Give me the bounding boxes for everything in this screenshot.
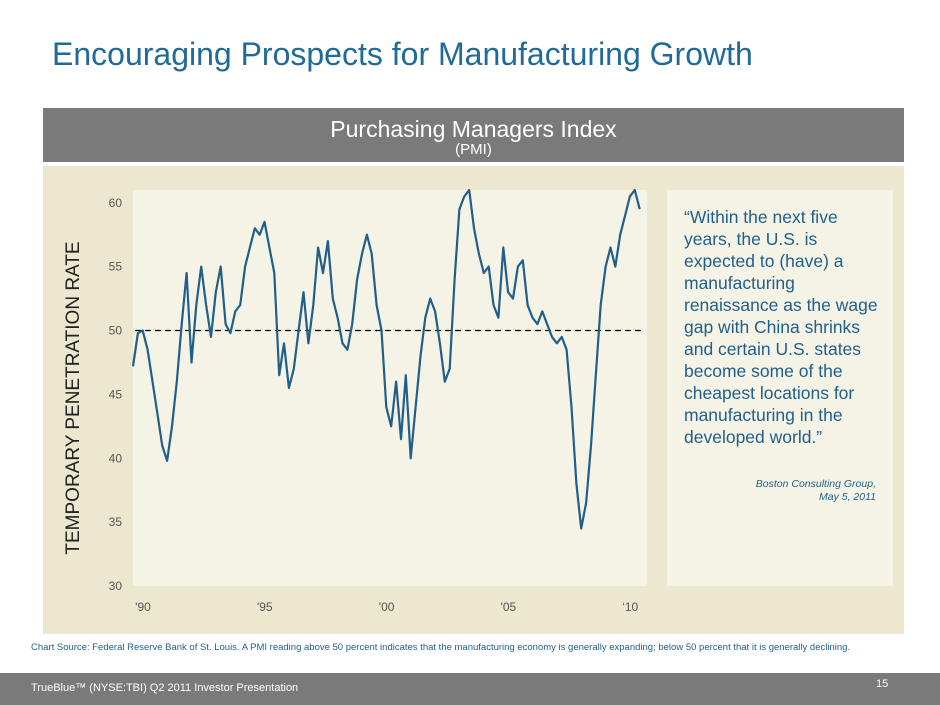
- x-tick-label: ‘10: [622, 600, 638, 614]
- y-tick-label: 30: [109, 579, 123, 593]
- slide-title: Encouraging Prospects for Manufacturing …: [52, 36, 753, 72]
- plot-area: [133, 190, 647, 586]
- footer-text: TrueBlue™ (NYSE:TBI) Q2 2011 Investor Pr…: [31, 682, 299, 694]
- chart-title: Purchasing Managers Index: [330, 116, 617, 142]
- quote-source: Boston Consulting Group, May 5, 2011: [740, 478, 876, 504]
- x-tick-label: '05: [501, 600, 517, 614]
- y-tick-label: 45: [109, 387, 123, 401]
- quote-source-line2: May 5, 2011: [818, 491, 876, 503]
- y-tick-label: 60: [109, 196, 123, 210]
- quote-source-line1: Boston Consulting Group,: [755, 478, 876, 490]
- y-tick-label: 50: [109, 324, 123, 338]
- y-tick-label: 55: [109, 260, 123, 274]
- page-number: 15: [876, 678, 889, 690]
- chart-subtitle: (PMI): [455, 141, 492, 158]
- chart-source-footnote: Chart Source: Federal Reserve Bank of St…: [31, 642, 851, 653]
- x-tick-label: '90: [135, 600, 151, 614]
- footer-band: TrueBlue™ (NYSE:TBI) Q2 2011 Investor Pr…: [0, 673, 940, 705]
- quote-box: [667, 190, 893, 586]
- chart-header-band: Purchasing Managers Index (PMI): [43, 108, 904, 162]
- x-tick-label: '95: [257, 600, 273, 614]
- pmi-series-line: [131, 188, 641, 530]
- y-axis-label: TEMPORARY PENETRATION RATE: [63, 241, 84, 554]
- y-tick-label: 40: [109, 451, 123, 465]
- y-tick-label: 35: [109, 515, 123, 529]
- x-tick-label: '00: [379, 600, 395, 614]
- quote-text: “Within the next five years, the U.S. is…: [684, 207, 878, 447]
